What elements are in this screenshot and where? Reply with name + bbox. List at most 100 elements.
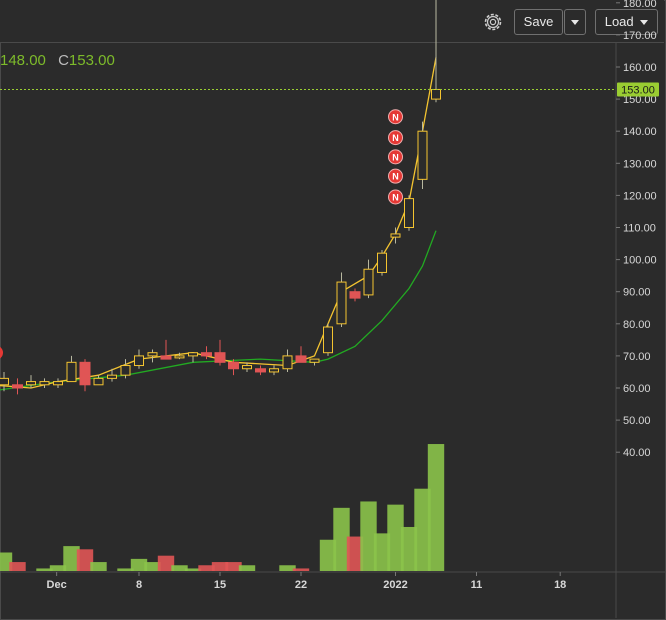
volume-bar [130,558,148,571]
y-tick-label: 180.00 [623,0,657,10]
news-marker[interactable] [388,130,403,146]
y-tick-label: 60.00 [623,383,651,395]
y-tick-label: 150.00 [623,94,657,106]
y-tick-label: 160.00 [623,62,657,74]
x-tick-label: 8 [136,579,142,591]
volume-bar [319,539,337,571]
candle-body-up [66,361,77,383]
candle-body-up [147,352,158,357]
candle-body-up [336,281,347,325]
volume-bar [184,568,202,571]
volume-bar [76,549,94,571]
legend-low-value: 148.00 [0,52,46,69]
save-dropdown-button[interactable] [564,9,586,35]
toolbar: Save Load [0,0,664,43]
candle-body-up [404,198,414,228]
volume-bar [346,536,364,571]
last-price-tag [617,82,659,97]
candle-body-up [53,381,63,386]
save-button-label: Save [523,14,554,29]
candle-body-down [295,355,307,363]
candle-body-up [134,355,144,367]
candle-body-down [228,361,239,370]
volume-bar [63,546,80,571]
last-price-label: 153.00 [621,84,655,96]
y-tick-label: 90.00 [623,287,651,299]
candle-body-up [269,368,279,373]
candle-body-up [26,381,36,386]
candle-body-down [12,384,23,389]
volume-bar [414,488,431,571]
news-marker-label: N [392,112,399,122]
load-button[interactable]: Load [595,9,658,35]
volume-bar [292,568,310,571]
candle-body-up [431,88,441,100]
y-tick-label: 40.00 [623,447,651,459]
volume-bar [9,562,26,571]
news-marker[interactable] [388,149,403,165]
volume-bar [238,565,256,571]
volume-bar [360,501,377,571]
gear-icon[interactable] [482,11,504,33]
news-marker[interactable] [0,346,3,360]
volume-bar [198,565,215,571]
x-tick-label: 18 [554,579,566,591]
candle-body-down [255,368,266,373]
volume-bar [427,444,445,571]
volume-bar [49,565,67,571]
volume-bar [387,504,404,571]
save-button[interactable]: Save [514,9,563,35]
candle-body-down [214,352,226,363]
y-tick-label: 80.00 [623,319,651,331]
candle-body-up [323,326,333,354]
candle-body-up [282,355,293,370]
volume-bar [400,526,418,571]
x-tick-label: 22 [295,579,307,591]
candle-body-up [107,374,117,379]
news-marker[interactable] [388,109,403,125]
slow-moving-average-line [0,230,437,391]
news-marker-label: N [392,172,399,182]
volume-bar [117,568,134,571]
candle-body-up [390,233,401,238]
volume-bar [225,562,242,571]
news-marker-label: N [392,133,399,143]
candle-body-up [377,252,387,273]
x-tick-label: Dec [47,579,67,591]
y-tick-label: 140.00 [623,126,657,138]
chevron-down-icon [640,20,649,26]
y-tick-label: 130.00 [623,158,657,170]
volume-bar [333,507,350,571]
fast-moving-average-line [0,57,437,389]
load-button-label: Load [604,14,634,29]
x-tick-label: 15 [214,579,226,591]
ohlc-legend: 148.00 C153.00 [0,52,115,69]
candle-body-up [174,355,185,359]
volume-bar [211,562,229,571]
chevron-down-icon [571,20,579,26]
volume-bar [144,562,161,571]
candle-body-down [79,361,91,386]
volume-bar [171,565,188,571]
y-tick-label: 50.00 [623,415,651,427]
volume-bar [373,533,391,571]
candle-body-up [93,377,104,386]
y-tick-label: 120.00 [623,190,657,202]
candle-body-up [309,358,320,363]
y-tick-label: 70.00 [623,351,651,363]
volume-bar [279,565,296,571]
candle-body-up [0,377,9,386]
volume-bar [0,552,13,571]
candle-body-down [201,352,212,357]
news-marker[interactable] [388,168,403,184]
candle-body-down [160,355,172,360]
volume-bar [157,555,175,571]
candle-body-up [120,365,131,376]
news-marker[interactable] [388,189,403,205]
news-marker-label: N [392,193,399,203]
y-tick-label: 170.00 [623,30,657,42]
candle-body-down [349,291,361,299]
legend-close-prefix: C [58,52,69,69]
volume-bar [90,562,107,571]
